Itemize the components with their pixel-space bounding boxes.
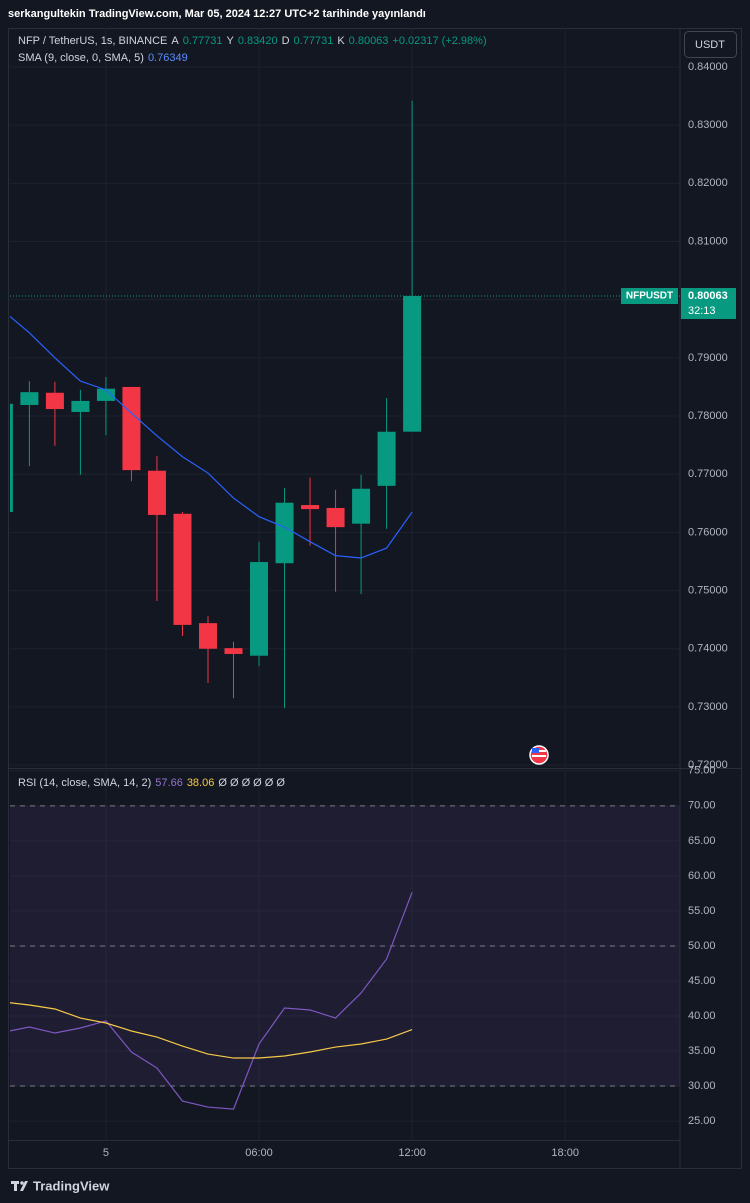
y-tick-label: 0.72000 (688, 759, 728, 771)
legend-value: 0.80063 (348, 35, 389, 47)
x-tick-label: 12:00 (398, 1147, 426, 1159)
rsi-value: 57.66 (155, 777, 183, 789)
y-tick-label: 0.79000 (688, 352, 728, 364)
legend-key: D (281, 35, 290, 47)
candle-body (71, 400, 90, 412)
candle-body (147, 470, 166, 515)
x-tick-label: 18:00 (551, 1147, 579, 1159)
logo-icon (11, 1181, 28, 1191)
y-tick-label: 65.00 (688, 835, 716, 847)
candle-body (198, 623, 217, 649)
legend-key: A (171, 35, 179, 47)
y-tick-label: 0.74000 (688, 643, 728, 655)
price-tag-countdown: 32:13 (688, 305, 716, 317)
price-tag-value: 0.80063 (688, 290, 728, 302)
y-tick-label: 30.00 (688, 1080, 716, 1092)
y-tick-label: 0.75000 (688, 584, 728, 596)
y-tick-label: 0.81000 (688, 235, 728, 247)
candle-body (224, 648, 243, 654)
y-tick-label: 40.00 (688, 1010, 716, 1022)
currency-button-label[interactable]: USDT (695, 39, 725, 51)
legend-key: Y (226, 35, 234, 47)
sma-value: 0.76349 (147, 52, 188, 64)
candle-body (96, 388, 115, 401)
main-legend: NFP / TetherUS, 1s, BINANCE A 0.77731 Y 0.8… (18, 35, 487, 47)
rsi-line (10, 892, 413, 1110)
y-tick-label: 25.00 (688, 1115, 716, 1127)
header-text: serkangultekin TradingView.com, Mar 05, … (8, 8, 426, 20)
currency-button[interactable] (684, 31, 737, 58)
y-tick-label: 35.00 (688, 1045, 716, 1057)
price-tag (681, 288, 736, 320)
candle-body (250, 562, 269, 656)
candle-body (10, 403, 13, 513)
y-tick-label: 55.00 (688, 905, 716, 917)
legend-value: 0.83420 (237, 35, 278, 47)
panel-border (8, 28, 742, 1169)
y-tick-label: 50.00 (688, 940, 716, 952)
y-tick-label: 0.73000 (688, 701, 728, 713)
y-tick-label: 0.77000 (688, 468, 728, 480)
sma-name: SMA (9, close, 0, SMA, 5) (18, 52, 144, 64)
candle-body (352, 488, 371, 524)
sma-line (10, 315, 413, 559)
candle-body (326, 507, 345, 528)
candle-body (20, 392, 39, 405)
sma-legend: SMA (9, close, 0, SMA, 5) 0.76349 (18, 52, 188, 64)
y-tick-label: 60.00 (688, 870, 716, 882)
legend-key: K (337, 35, 345, 47)
y-tick-label: 0.83000 (688, 119, 728, 131)
candle-body (122, 386, 141, 471)
candle-body (377, 431, 396, 486)
y-tick-label: 0.82000 (688, 177, 728, 189)
x-tick-label: 06:00 (245, 1147, 273, 1159)
candle-body (301, 505, 320, 510)
y-tick-label: 45.00 (688, 975, 716, 987)
y-tick-label: 70.00 (688, 800, 716, 812)
legend-value: 0.77731 (293, 35, 334, 47)
candle-body (173, 513, 192, 625)
legend-value: 0.77731 (182, 35, 223, 47)
candle-body (275, 502, 294, 564)
legend-change: +0.02317 (+2.98%) (392, 35, 487, 47)
y-tick-label: 75.00 (688, 765, 716, 777)
candle-body (45, 392, 64, 410)
candle-body (403, 296, 422, 432)
footer-logo: TradingView (33, 1178, 110, 1193)
rsi-legend: RSI (14, close, SMA, 14, 2) 57.66 38.06 … (18, 777, 285, 789)
rsi-sma-value: 38.06 (186, 777, 215, 789)
symbol-tag (621, 288, 678, 305)
rsi-extra: Ø Ø Ø Ø Ø Ø (218, 777, 285, 789)
y-tick-label: 0.78000 (688, 410, 728, 422)
symbol-tag-label: NFPUSDT (626, 291, 673, 302)
rsi-line (10, 1002, 413, 1059)
x-tick-label: 5 (103, 1147, 109, 1159)
rsi-title: RSI (14, close, SMA, 14, 2) (18, 777, 152, 789)
y-tick-label: 0.84000 (688, 61, 728, 73)
flag-icon (529, 745, 549, 765)
y-tick-label: 0.76000 (688, 526, 728, 538)
symbol: NFP / TetherUS, 1s, BINANCE (18, 35, 168, 47)
